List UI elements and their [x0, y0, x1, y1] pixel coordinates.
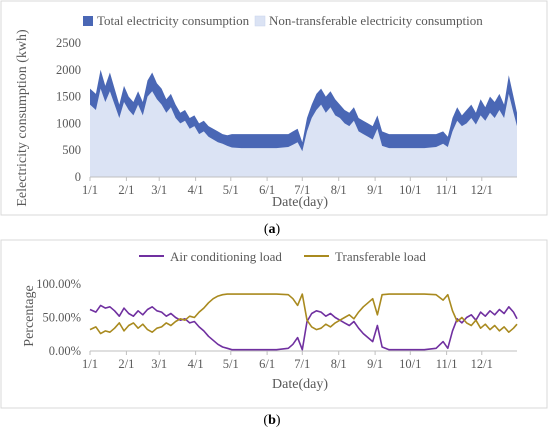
- x-tick-label: 1/1: [82, 183, 98, 197]
- y-tick-label: 0: [75, 170, 81, 184]
- x-tick-label: 6/1: [259, 183, 275, 197]
- panel-b-legend: Air conditioning load Transferable load: [139, 249, 426, 264]
- x-tick-label: 8/1: [331, 357, 347, 371]
- x-tick-label: 2/1: [118, 357, 134, 371]
- panel-a-y-axis-title: Eelectricity consumption (kwh): [15, 29, 30, 207]
- x-tick-label: 7/1: [294, 357, 310, 371]
- panel-b-x-ticks: 1/1 2/1 3/1 4/1 5/1 6/1 7/1 8/1 9/1 10/1 11/1 12/1: [82, 350, 517, 371]
- legend-swatch-non-transferable: [254, 15, 266, 27]
- panel-b-y-axis-title: Percentage: [22, 285, 37, 346]
- x-tick-label: 6/1: [259, 357, 275, 371]
- y-tick-label: 1500: [56, 90, 81, 104]
- panel-b-frame: [0, 239, 548, 409]
- panel-a-frame: [0, 0, 548, 216]
- y-tick-label: 50.00%: [42, 311, 81, 325]
- x-tick-label: 1/1: [82, 357, 98, 371]
- panel-a-legend: Total electricity consumption Non-transf…: [83, 13, 483, 28]
- y-tick-label: 500: [62, 143, 81, 157]
- legend-label-air-conditioning: Air conditioning load: [170, 249, 282, 264]
- x-tick-label: 2/1: [118, 183, 134, 197]
- panel-b-caption: (b): [263, 413, 280, 428]
- panel-a: Total electricity consumption Non-transf…: [0, 0, 548, 216]
- panel-a-x-ticks: 1/1 2/1 3/1 4/1 5/1 6/1 7/1 8/1 9/1 10/1 11/1 12/1: [82, 176, 517, 197]
- x-tick-label: 12/1: [471, 357, 493, 371]
- panel-a-y-ticks: 0 500 1000 1500 2000 2500: [56, 36, 81, 184]
- y-tick-label: 1000: [56, 116, 81, 130]
- panel-a-series: [90, 69, 517, 177]
- y-tick-label: 100.00%: [36, 277, 81, 291]
- panel-b-caption-letter: b: [268, 413, 276, 428]
- x-tick-label: 11/1: [436, 183, 458, 197]
- legend-label-transferable: Transferable load: [335, 249, 426, 264]
- legend-label-non-transferable: Non-transferable electricity consumption: [269, 13, 483, 28]
- x-tick-label: 11/1: [436, 357, 458, 371]
- panel-b-y-ticks: 0.00% 50.00% 100.00%: [36, 277, 81, 358]
- legend-label-total: Total electricity consumption: [97, 13, 250, 28]
- x-tick-label: 12/1: [471, 183, 493, 197]
- series-area-non-transferable-electricity-consumption: [90, 88, 517, 177]
- panel-b-series: [89, 293, 518, 351]
- x-tick-label: 10/1: [399, 183, 421, 197]
- legend-swatch-total: [83, 16, 93, 26]
- x-tick-label: 3/1: [151, 183, 167, 197]
- panel-a-caption-letter: a: [269, 222, 276, 237]
- x-tick-label: 7/1: [294, 183, 310, 197]
- x-tick-label: 9/1: [367, 357, 383, 371]
- panel-b-x-axis-title: Date(day): [272, 377, 328, 392]
- y-tick-label: 2500: [56, 36, 81, 50]
- x-tick-label: 4/1: [188, 183, 204, 197]
- panel-a-x-axis-title: Date(day): [272, 195, 328, 210]
- x-tick-label: 5/1: [223, 357, 239, 371]
- series-line-air-conditioning-load: [89, 304, 518, 351]
- x-tick-label: 3/1: [151, 357, 167, 371]
- x-tick-label: 10/1: [399, 357, 421, 371]
- y-tick-label: 2000: [56, 63, 81, 77]
- x-tick-label: 5/1: [223, 183, 239, 197]
- panel-b: Air conditioning load Transferable load …: [0, 239, 548, 409]
- x-tick-label: 9/1: [367, 183, 383, 197]
- x-tick-label: 8/1: [331, 183, 347, 197]
- series-line-transferable-load: [89, 293, 518, 335]
- y-tick-label: 0.00%: [49, 344, 81, 358]
- x-tick-label: 4/1: [188, 357, 204, 371]
- panel-a-caption: (a): [264, 222, 281, 237]
